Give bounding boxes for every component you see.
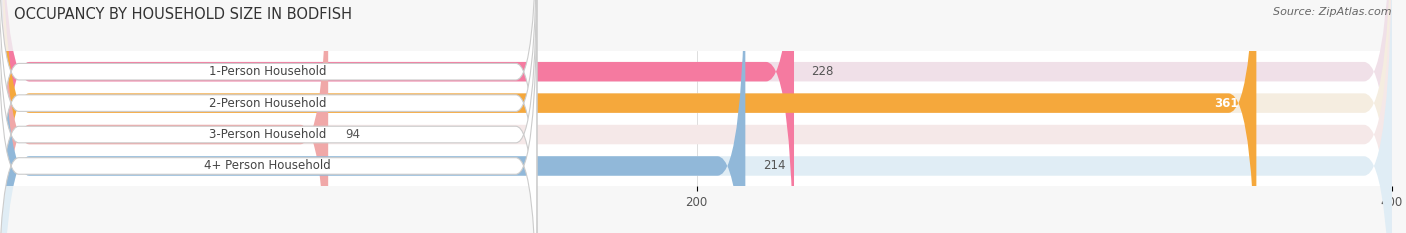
Text: 214: 214 <box>762 159 785 172</box>
FancyBboxPatch shape <box>0 0 537 233</box>
FancyBboxPatch shape <box>1 0 1257 233</box>
Text: 228: 228 <box>811 65 834 78</box>
Text: OCCUPANCY BY HOUSEHOLD SIZE IN BODFISH: OCCUPANCY BY HOUSEHOLD SIZE IN BODFISH <box>14 7 352 22</box>
Text: 1-Person Household: 1-Person Household <box>208 65 326 78</box>
Text: 2-Person Household: 2-Person Household <box>208 97 326 110</box>
Text: Source: ZipAtlas.com: Source: ZipAtlas.com <box>1274 7 1392 17</box>
Text: 94: 94 <box>346 128 360 141</box>
FancyBboxPatch shape <box>1 0 328 233</box>
FancyBboxPatch shape <box>0 0 537 233</box>
Text: 361: 361 <box>1215 97 1239 110</box>
FancyBboxPatch shape <box>1 0 745 233</box>
FancyBboxPatch shape <box>0 0 537 233</box>
Text: 3-Person Household: 3-Person Household <box>208 128 326 141</box>
FancyBboxPatch shape <box>0 0 537 233</box>
FancyBboxPatch shape <box>1 0 794 233</box>
Text: 4+ Person Household: 4+ Person Household <box>204 159 330 172</box>
